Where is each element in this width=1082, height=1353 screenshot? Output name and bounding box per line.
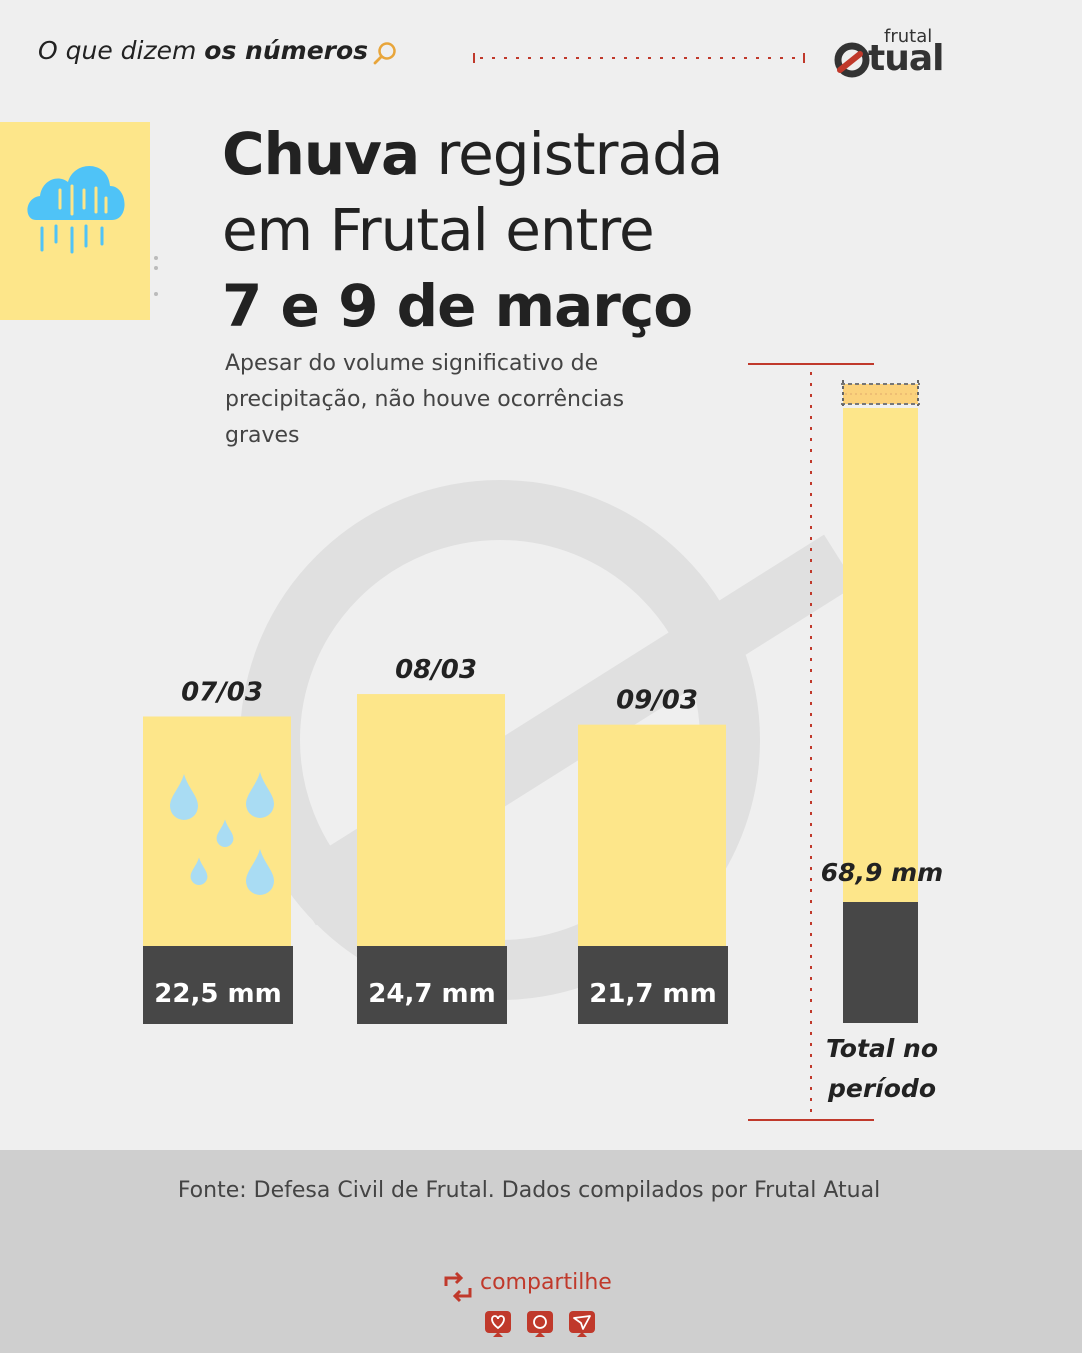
share-link[interactable]: compartilhe [440, 1270, 640, 1303]
bar-category-label: 07/03 [181, 678, 263, 708]
title-line-3: 7 e 9 de março [222, 272, 693, 340]
bar-value-label: 24,7 mm [368, 979, 495, 1009]
search-icon [373, 42, 396, 65]
logo-small-text: frutal [884, 26, 933, 47]
total-bar [843, 408, 918, 902]
total-bar-base [843, 902, 918, 1023]
logo-big-text: tual [868, 38, 944, 79]
page-title: Chuva registrada em Frutal entre 7 e 9 d… [222, 116, 782, 344]
bar-value-box [357, 946, 507, 1024]
bar-value-box [578, 946, 728, 1024]
rain-drop-icon [170, 774, 198, 820]
source-note: Fonte: Defesa Civil de Frutal. Dados com… [177, 1178, 881, 1203]
share-buttons [484, 1310, 596, 1342]
logo-mark-icon [834, 42, 870, 78]
kicker-prefix: O que dizem [38, 36, 205, 65]
watermark-logo [240, 480, 856, 1000]
header-dotted-rule [473, 53, 805, 63]
section-kicker: O que dizem os números [38, 36, 368, 65]
bar-value-box [143, 946, 293, 1024]
rain-drop-icon [216, 819, 234, 847]
kicker-bold: os números [204, 36, 369, 65]
total-value-label: 68,9 mm [821, 858, 944, 887]
bar-value-label: 21,7 mm [589, 979, 716, 1009]
like-icon[interactable] [484, 1310, 512, 1340]
title-line-1-rest: registrada [419, 120, 724, 188]
share-label: compartilhe [480, 1270, 612, 1295]
bar-value-label: 22,5 mm [154, 979, 281, 1009]
total-label-line-2: período [827, 1074, 936, 1103]
share-arrows-icon [444, 1271, 472, 1303]
title-bold-word: Chuva [222, 120, 420, 188]
bar-09/03 [578, 724, 726, 946]
rain-cloud-icon [27, 165, 125, 254]
total-layer: 68,9 mm Total no período [748, 363, 944, 1121]
rain-drop-icon [246, 772, 274, 818]
title-line-1: Chuva registrada [222, 116, 782, 192]
subtitle: Apesar do volume significativo de precip… [225, 351, 625, 448]
comment-icon[interactable] [526, 1310, 554, 1340]
bar-category-label: 09/03 [616, 686, 698, 716]
rain-drop-icon [246, 849, 274, 895]
rain-drop-icon [190, 857, 208, 885]
title-line-2: em Frutal entre [222, 196, 655, 264]
decorative-dots [154, 256, 158, 296]
bar-07/03 [143, 716, 291, 946]
bar-08/03 [357, 694, 505, 946]
frutal-atual-logo: frutal tual [832, 26, 962, 82]
decorative-yellow-panel [0, 122, 150, 320]
rainfall-bar-chart: 22,5 mm 07/03 24,7 mm 08/03 21,7 mm 09/03 68,… [143, 363, 944, 1121]
bar-category-label: 08/03 [395, 655, 477, 685]
total-label-line-1: Total no [826, 1034, 938, 1063]
bars-layer: 22,5 mm 07/03 24,7 mm 08/03 21,7 mm 09/03 [143, 655, 728, 1024]
send-icon[interactable] [568, 1310, 596, 1340]
